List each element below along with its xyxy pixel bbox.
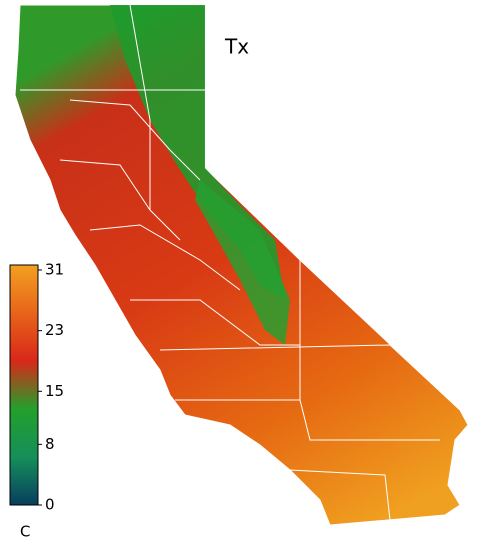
california	[14, 4, 469, 526]
county-line	[59, 159, 181, 241]
county-line	[89, 224, 241, 291]
county-line	[129, 4, 151, 210]
colorbar	[9, 264, 39, 506]
colorbar-tick-label: 31	[45, 261, 64, 279]
county-line	[289, 469, 391, 521]
county-line	[159, 344, 461, 411]
colorbar-tick-label: 15	[45, 382, 64, 400]
county-line	[175, 399, 440, 441]
colorbar-unit: C	[20, 523, 30, 541]
colorbar-tick-label: 23	[45, 321, 64, 339]
colorbar-tick-label: 8	[45, 435, 55, 453]
colorbar-tick-label: 0	[45, 496, 55, 514]
map-title: Tx	[224, 35, 249, 59]
county-line	[130, 299, 300, 346]
sierra-nevada	[195, 180, 290, 345]
